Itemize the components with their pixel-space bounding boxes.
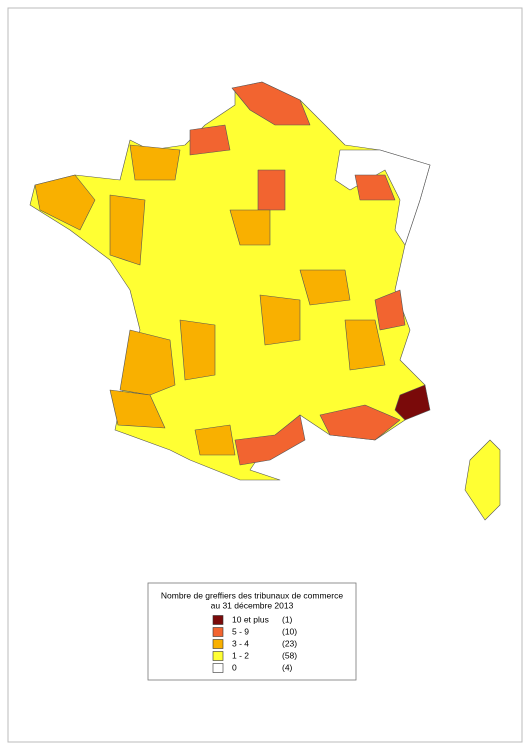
department: [109, 194, 146, 266]
department: [34, 174, 96, 231]
department: [374, 289, 406, 331]
legend: 10 et plus (1) 5 - 9 (10) 3 - 4 (23) 1 - 2 (58)…: [212, 614, 297, 673]
department: [179, 319, 216, 381]
department: [334, 149, 431, 246]
legend-count: (4): [282, 662, 293, 672]
department: [234, 414, 306, 466]
department: [259, 294, 301, 346]
legend-count: (1): [282, 614, 293, 624]
department: [189, 124, 231, 156]
department: [344, 319, 386, 371]
legend-label: 3 - 4: [232, 638, 249, 648]
department: [464, 439, 501, 521]
legend-box: [147, 582, 357, 681]
department: [119, 329, 176, 396]
legend-swatch: [212, 627, 224, 637]
legend-count: (23): [282, 638, 297, 648]
department: [354, 174, 396, 201]
legend-swatch: [212, 663, 224, 673]
legend-label: 10 et plus: [232, 614, 269, 624]
department: [109, 389, 166, 429]
legend-swatch: [212, 615, 224, 625]
legend-label: 5 - 9: [232, 626, 249, 636]
legend-label: 1 - 2: [232, 650, 249, 660]
department: [257, 169, 286, 211]
legend-swatch: [212, 651, 224, 661]
legend-swatch: [212, 639, 224, 649]
department: [194, 424, 236, 456]
department: [231, 81, 311, 126]
legend-count: (58): [282, 650, 297, 660]
legend-label: 0: [232, 662, 237, 672]
legend-title: au 31 décembre 2013: [211, 600, 294, 610]
legend-count: (10): [282, 626, 297, 636]
department: [129, 144, 181, 181]
department: [299, 269, 351, 306]
department: [394, 384, 431, 421]
department: [229, 209, 271, 246]
department: [319, 404, 401, 441]
legend-title: Nombre de greffiers des tribunaux de com…: [161, 590, 343, 600]
map: [29, 81, 501, 521]
